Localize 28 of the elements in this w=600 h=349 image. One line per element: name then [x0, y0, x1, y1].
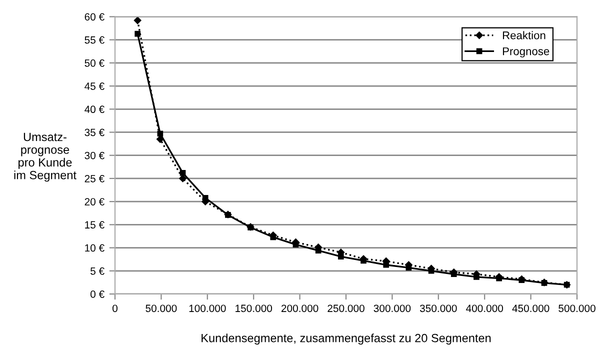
- x-tick-label: 350.000: [420, 304, 457, 312]
- y-tick-label: 10 €: [85, 244, 104, 252]
- x-tick-label: 50.000: [146, 304, 177, 312]
- x-tick-label: 500.000: [558, 304, 596, 312]
- x-tick-label: 150.000: [236, 304, 272, 312]
- x-tick-label: 400.000: [466, 304, 504, 312]
- y-tick-label: 25 €: [84, 174, 104, 182]
- y-tick-label: 60 €: [84, 13, 104, 21]
- y-tick-label: 50 €: [84, 59, 104, 67]
- legend-label: Prognose: [502, 47, 550, 58]
- x-axis-title: Kundensegmente, zusammengefasst zu 20 Segmenten: [202, 334, 491, 345]
- legend-label: Reaktion: [502, 31, 546, 40]
- y-tick-label: 35 €: [84, 128, 104, 136]
- y-axis-title: Umsatz- prognose pro Kunde im Segment: [14, 132, 76, 182]
- y-tick-label: 55 €: [84, 36, 104, 44]
- y-tick-label: 40 €: [84, 106, 104, 114]
- x-tick-label: 250.000: [328, 304, 364, 312]
- y-tick-label: 0 €: [90, 290, 104, 298]
- x-tick-label: 0: [112, 304, 118, 312]
- x-tick-label: 450.000: [512, 304, 550, 312]
- y-tick-label: 5 €: [90, 267, 104, 275]
- y-tick-label: 15 €: [85, 221, 104, 229]
- y-tick-label: 30 €: [84, 152, 104, 160]
- x-tick-label: 200.000: [282, 304, 318, 312]
- y-tick-label: 20 €: [84, 198, 104, 206]
- x-tick-label: 300.000: [374, 304, 411, 312]
- y-tick-label: 45 €: [84, 82, 104, 90]
- x-tick-label: 100.000: [189, 304, 226, 312]
